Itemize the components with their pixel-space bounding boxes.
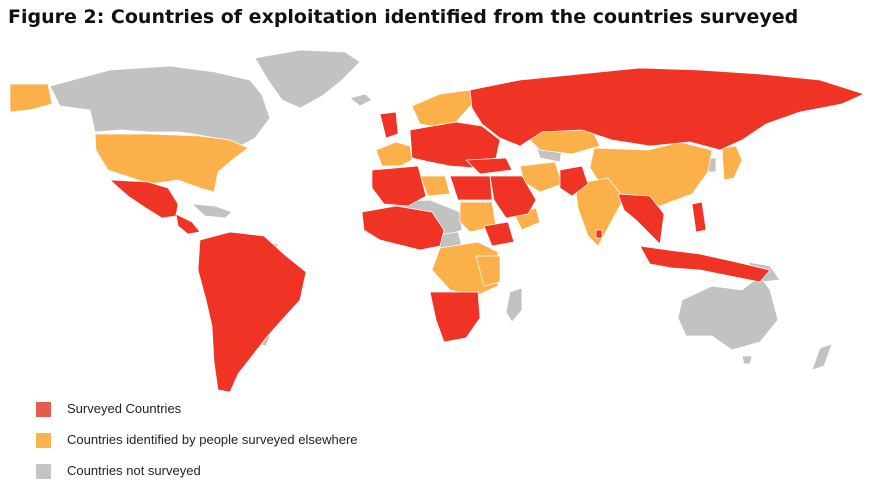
region-tasmania (741, 355, 753, 365)
legend-swatch-identified (36, 433, 51, 448)
region-ethiopia (483, 221, 515, 247)
region-sri-lanka (595, 229, 603, 239)
region-india (574, 177, 625, 247)
region-central-africa-east (431, 241, 499, 297)
region-egypt-libya (449, 175, 493, 201)
region-scandinavia (411, 89, 473, 127)
world-map (9, 49, 865, 393)
region-caribbean (191, 203, 233, 219)
region-russia (469, 67, 865, 151)
region-western-europe (375, 141, 413, 167)
region-alaska (9, 83, 53, 113)
region-madagascar (505, 287, 523, 323)
region-greenland (254, 49, 361, 109)
region-north-africa-west (371, 165, 427, 207)
region-southern-africa (429, 291, 481, 343)
region-usa (94, 133, 249, 193)
region-arabia (489, 175, 537, 219)
region-canada (49, 65, 271, 147)
surveyed-regions (109, 67, 865, 393)
region-uk-ireland (379, 111, 399, 139)
region-west-africa (361, 205, 445, 251)
region-southeast-asia (617, 193, 665, 245)
region-australia (677, 275, 779, 351)
region-new-zealand (811, 343, 833, 371)
region-japan (721, 145, 743, 181)
region-iceland (349, 93, 373, 107)
region-afghanistan-pakistan (559, 165, 589, 197)
legend-label-not-surveyed: Countries not surveyed (67, 463, 201, 478)
region-indonesia (639, 245, 771, 283)
region-sudan (459, 201, 497, 233)
region-north-africa (419, 175, 451, 197)
legend-swatch-surveyed (36, 402, 51, 417)
region-south-america (197, 231, 307, 393)
legend-label-identified: Countries identified by people surveyed … (67, 432, 358, 447)
region-mexico (109, 179, 179, 219)
region-central-america (175, 213, 201, 235)
region-turkey (465, 157, 513, 175)
legend-swatch-not-surveyed (36, 464, 51, 479)
region-tanzania (475, 255, 501, 287)
legend-label-surveyed: Surveyed Countries (67, 401, 182, 416)
figure-title: Figure 2: Countries of exploitation iden… (8, 6, 799, 28)
region-philippines (691, 201, 707, 233)
